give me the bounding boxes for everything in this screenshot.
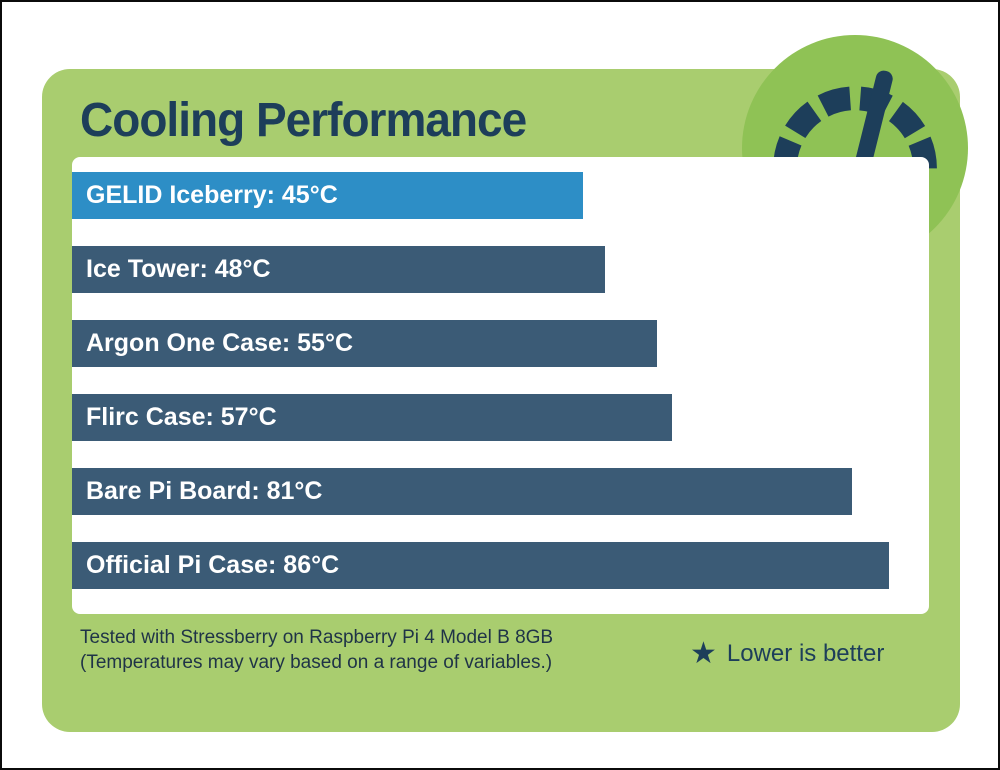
- bar-label: Ice Tower: 48°C: [86, 255, 271, 283]
- bar-argon-one-case: Argon One Case: 55°C: [72, 320, 658, 367]
- cooling-performance-card: Cooling Performance GELID Iceberry: 45°C…: [42, 35, 968, 732]
- bar-row: GELID Iceberry: 45°C: [72, 172, 929, 219]
- bar-label: GELID Iceberry: 45°C: [86, 181, 338, 209]
- bar-label: Argon One Case: 55°C: [86, 329, 354, 357]
- bar-row: Argon One Case: 55°C: [72, 320, 929, 367]
- test-note: Tested with Stressberry on Raspberry Pi …: [80, 627, 554, 674]
- chart-panel: GELID Iceberry: 45°C Ice Tower: 48°C Argon…: [72, 157, 929, 614]
- bar-chart: GELID Iceberry: 45°C Ice Tower: 48°C Argon…: [72, 172, 929, 589]
- bar-row: Bare Pi Board: 81°C: [72, 468, 929, 515]
- bar-row: Official Pi Case: 86°C: [72, 542, 929, 589]
- bar-bare-pi-board: Bare Pi Board: 81°C: [72, 468, 852, 515]
- bar-official-pi-case: Official Pi Case: 86°C: [72, 542, 889, 589]
- bar-row: Ice Tower: 48°C: [72, 246, 929, 293]
- bar-gelid-iceberry: GELID Iceberry: 45°C: [72, 172, 583, 219]
- star-icon: ★: [690, 637, 717, 670]
- legend-label: Lower is better: [726, 640, 885, 667]
- bar-label: Flirc Case: 57°C: [86, 403, 277, 431]
- bar-ice-tower: Ice Tower: 48°C: [72, 246, 606, 293]
- bar-label: Bare Pi Board: 81°C: [86, 477, 323, 505]
- chart-title: Cooling Performance: [80, 92, 527, 147]
- bar-flirc-case: Flirc Case: 57°C: [72, 394, 672, 441]
- bar-row: Flirc Case: 57°C: [72, 394, 929, 441]
- bar-label: Official Pi Case: 86°C: [86, 551, 340, 579]
- legend: ★ Lower is better: [690, 639, 884, 669]
